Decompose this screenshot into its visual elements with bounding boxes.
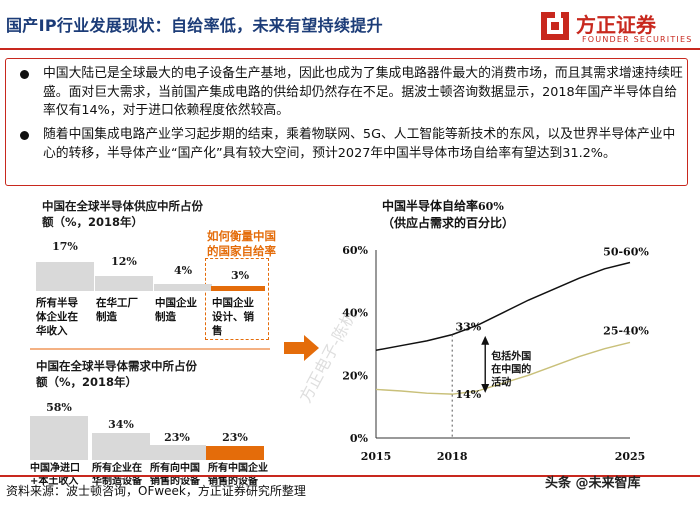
data-label-14: 14% bbox=[455, 388, 481, 401]
series-line-total bbox=[375, 261, 631, 352]
chart-title-line: 中国半导体自给率60% bbox=[382, 198, 514, 215]
bullet-dot-icon bbox=[20, 70, 29, 79]
category-line: 体企业在 bbox=[36, 311, 78, 323]
supply-title-line: 额（%，2018年） bbox=[42, 215, 144, 229]
demand-bar bbox=[30, 416, 88, 460]
gap-label-line: 在中国的 bbox=[491, 363, 531, 376]
category-line: 所有向中国 bbox=[150, 463, 200, 474]
bullet-dot-icon bbox=[20, 131, 29, 140]
right-arrow-icon bbox=[284, 335, 319, 361]
supply-value: 4% bbox=[173, 264, 193, 277]
demand-category: 所有中国企业 销售的设备 bbox=[208, 462, 268, 488]
demand-value: 23% bbox=[222, 431, 248, 444]
self-sufficiency-note: 如何衡量中国 的国家自给率 bbox=[207, 229, 276, 259]
y-tick-label: 0% bbox=[350, 432, 369, 445]
category-line: 中国企业 bbox=[155, 297, 197, 309]
demand-category: 中国净进口 +本土收入 bbox=[30, 462, 80, 488]
chart-title: 中国半导体自给率60% （供应占需求的百分比） bbox=[382, 198, 514, 231]
source-note: 资料来源：波士顿咨询，OFweek，方正证券研究所整理 bbox=[6, 484, 306, 498]
supply-category: 中国企业 制造 bbox=[155, 296, 197, 324]
header-divider bbox=[0, 48, 700, 50]
demand-title-line: 额（%，2018年） bbox=[36, 375, 138, 389]
x-tick-label: 2015 bbox=[361, 450, 392, 463]
self-sufficiency-chart: 0% 20% 40% 60% 2015 2018 2025 33% 14% 50-60% 25-… bbox=[342, 244, 649, 463]
category-line: 销售的设备 bbox=[150, 476, 200, 487]
chart-annot-60: 60% bbox=[478, 200, 504, 213]
supply-category: 所有半导 体企业在 华收入 bbox=[36, 296, 78, 338]
logo-text-en: FOUNDER SECURITIES bbox=[582, 35, 693, 44]
category-line: 中国净进口 bbox=[30, 463, 80, 474]
supply-bar-highlight bbox=[211, 286, 265, 291]
data-label-33: 33% bbox=[455, 321, 481, 334]
category-line: 所有半导 bbox=[36, 297, 78, 309]
demand-bar bbox=[92, 433, 150, 460]
demand-value: 34% bbox=[108, 418, 134, 431]
series-line-domestic bbox=[375, 341, 631, 395]
supply-value: 3% bbox=[230, 269, 250, 282]
demand-title: 中国在全球半导体需求中所占份 额（%，2018年） bbox=[36, 358, 197, 390]
page-title: 国产IP行业发展现状：自给率低，未来有望持续提升 bbox=[6, 16, 383, 35]
category-line: 所有中国企业 bbox=[208, 463, 268, 474]
gap-label-line: 包括外国 bbox=[491, 350, 531, 363]
category-line: 设计、销 bbox=[212, 311, 254, 323]
category-line: 销售的设备 bbox=[208, 476, 258, 487]
summary-box: 中国大陆已是全球最大的电子设备生产基地，因此也成为了集成电路器件最大的消费市场，… bbox=[5, 58, 688, 186]
category-line: 中国企业 bbox=[212, 297, 254, 309]
note-line: 的国家自给率 bbox=[207, 244, 276, 258]
demand-bar-highlight bbox=[206, 446, 264, 460]
section-divider bbox=[30, 348, 270, 350]
y-tick-label: 60% bbox=[342, 244, 368, 257]
logo-text-cn: 方正证券 bbox=[576, 13, 656, 37]
demand-category: 所有向中国 销售的设备 bbox=[150, 462, 200, 488]
supply-bar bbox=[95, 276, 153, 291]
chart-title-text: 中国半导体自给率 bbox=[382, 199, 479, 213]
arrow-up-icon bbox=[481, 335, 490, 345]
category-line: 售 bbox=[212, 325, 223, 337]
supply-category: 中国企业 设计、销 售 bbox=[212, 296, 254, 338]
founder-logo-icon bbox=[541, 12, 569, 40]
highlight-dashed-box bbox=[205, 258, 269, 340]
data-label-range-high: 50-60% bbox=[603, 245, 649, 258]
category-line: 制造 bbox=[96, 311, 117, 323]
chart-title-line: （供应占需求的百分比） bbox=[382, 216, 515, 230]
demand-title-line: 中国在全球半导体需求中所占份 bbox=[36, 359, 197, 373]
brand-watermark: 头条 @未来智库 bbox=[545, 476, 641, 491]
data-label-range-low: 25-40% bbox=[603, 325, 649, 338]
demand-bar bbox=[148, 445, 206, 460]
y-tick-label: 20% bbox=[342, 369, 368, 382]
arrow-down-icon bbox=[481, 384, 490, 393]
note-line: 如何衡量中国 bbox=[207, 229, 276, 243]
category-line: 华制造设备 bbox=[92, 476, 142, 487]
category-line: 制造 bbox=[155, 311, 176, 323]
gap-label-line: 活动 bbox=[491, 376, 511, 389]
bullet-text: 随着中国集成电路产业学习起步期的结束，乘着物联网、5G、人工智能等新技术的东风，… bbox=[43, 127, 676, 161]
bullet-text: 中国大陆已是全球最大的电子设备生产基地，因此也成为了集成电路器件最大的消费市场，… bbox=[43, 66, 683, 118]
category-line: 在华工厂 bbox=[96, 297, 138, 309]
category-line: +本土收入 bbox=[30, 476, 79, 487]
supply-bar bbox=[154, 284, 212, 291]
footer-divider bbox=[0, 475, 700, 477]
supply-title-line: 中国在全球半导体供应中所占份 bbox=[42, 199, 203, 213]
supply-value: 17% bbox=[52, 240, 78, 253]
x-tick-label: 2025 bbox=[615, 450, 646, 463]
x-tick-label: 2018 bbox=[437, 450, 468, 463]
y-tick-label: 40% bbox=[342, 307, 368, 320]
demand-category: 所有企业在 华制造设备 bbox=[92, 462, 142, 488]
supply-category: 在华工厂 制造 bbox=[96, 296, 138, 324]
category-line: 所有企业在 bbox=[92, 463, 142, 474]
supply-title: 中国在全球半导体供应中所占份 额（%，2018年） bbox=[42, 198, 203, 230]
supply-value: 12% bbox=[111, 255, 137, 268]
demand-value: 58% bbox=[46, 401, 72, 414]
category-line: 华收入 bbox=[36, 325, 68, 337]
supply-bar bbox=[36, 262, 94, 291]
demand-value: 23% bbox=[164, 431, 190, 444]
